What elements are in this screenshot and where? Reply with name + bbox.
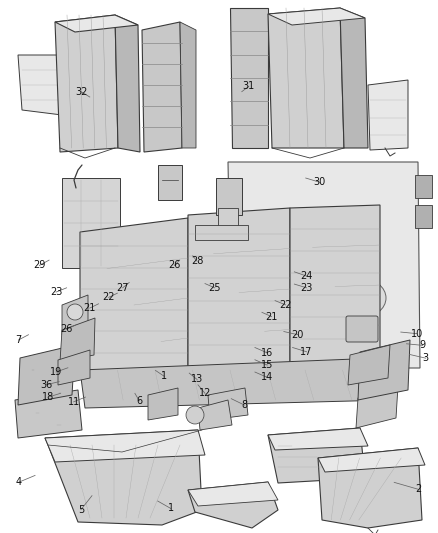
Text: 21: 21 (84, 303, 96, 313)
Polygon shape (228, 162, 420, 368)
Text: 36: 36 (40, 380, 52, 390)
Text: 28: 28 (191, 256, 203, 266)
Polygon shape (340, 8, 368, 148)
Polygon shape (55, 15, 118, 152)
Polygon shape (208, 388, 248, 420)
Text: 16: 16 (261, 348, 273, 358)
Text: 17: 17 (300, 347, 313, 357)
Text: 12: 12 (199, 389, 211, 398)
Polygon shape (45, 430, 202, 525)
Text: 25: 25 (208, 283, 221, 293)
Text: 24: 24 (300, 271, 313, 281)
Circle shape (67, 304, 83, 320)
Text: 10: 10 (411, 329, 423, 338)
Polygon shape (318, 448, 422, 528)
Polygon shape (268, 8, 365, 25)
Text: 18: 18 (42, 392, 54, 402)
Polygon shape (268, 8, 344, 148)
Polygon shape (80, 358, 390, 408)
Polygon shape (142, 22, 182, 152)
Polygon shape (218, 208, 238, 228)
Polygon shape (415, 175, 432, 198)
Text: 22: 22 (102, 293, 115, 302)
Polygon shape (358, 340, 410, 400)
Polygon shape (148, 388, 178, 420)
Text: 8: 8 (241, 400, 247, 410)
Text: 7: 7 (15, 335, 21, 345)
Polygon shape (318, 448, 425, 472)
Ellipse shape (274, 232, 326, 272)
Text: 1: 1 (161, 372, 167, 381)
Polygon shape (195, 225, 248, 240)
Text: 32: 32 (75, 87, 87, 96)
Text: 6: 6 (136, 396, 142, 406)
Polygon shape (18, 345, 75, 405)
Text: 27: 27 (117, 283, 129, 293)
Polygon shape (268, 428, 365, 483)
Text: 23: 23 (300, 283, 313, 293)
Polygon shape (62, 295, 88, 335)
Text: 5: 5 (78, 505, 84, 514)
Polygon shape (80, 218, 188, 378)
Text: 11: 11 (67, 397, 80, 407)
Polygon shape (290, 205, 380, 365)
Text: 20: 20 (292, 330, 304, 340)
Text: 14: 14 (261, 373, 273, 382)
Text: 19: 19 (50, 367, 62, 377)
Polygon shape (188, 208, 290, 370)
Text: 30: 30 (314, 177, 326, 187)
Polygon shape (60, 318, 95, 362)
Polygon shape (55, 15, 138, 32)
Polygon shape (348, 345, 390, 385)
Circle shape (186, 406, 204, 424)
Polygon shape (45, 430, 205, 462)
Polygon shape (216, 178, 242, 215)
Polygon shape (188, 482, 278, 506)
Text: 1: 1 (168, 504, 174, 513)
Text: 3: 3 (423, 353, 429, 363)
Text: 26: 26 (168, 261, 180, 270)
Polygon shape (230, 8, 268, 148)
Text: 23: 23 (50, 287, 62, 297)
Text: 31: 31 (243, 82, 255, 91)
Polygon shape (15, 390, 82, 438)
Polygon shape (158, 165, 182, 200)
Polygon shape (62, 178, 120, 268)
Polygon shape (368, 80, 408, 150)
Text: 22: 22 (279, 300, 292, 310)
Polygon shape (58, 350, 90, 385)
Text: 9: 9 (420, 341, 426, 350)
Ellipse shape (334, 278, 386, 318)
Text: 13: 13 (191, 375, 203, 384)
Polygon shape (115, 15, 140, 152)
Polygon shape (180, 22, 196, 148)
Text: 26: 26 (60, 325, 73, 334)
Text: 21: 21 (265, 312, 278, 321)
Text: 2: 2 (415, 484, 421, 494)
Polygon shape (415, 205, 432, 228)
Text: 15: 15 (261, 360, 273, 370)
Polygon shape (198, 400, 232, 430)
Text: 29: 29 (33, 261, 46, 270)
Polygon shape (356, 386, 398, 428)
Polygon shape (18, 55, 62, 115)
FancyBboxPatch shape (346, 316, 378, 342)
Text: 4: 4 (15, 478, 21, 487)
Polygon shape (268, 428, 368, 450)
Polygon shape (188, 482, 278, 528)
